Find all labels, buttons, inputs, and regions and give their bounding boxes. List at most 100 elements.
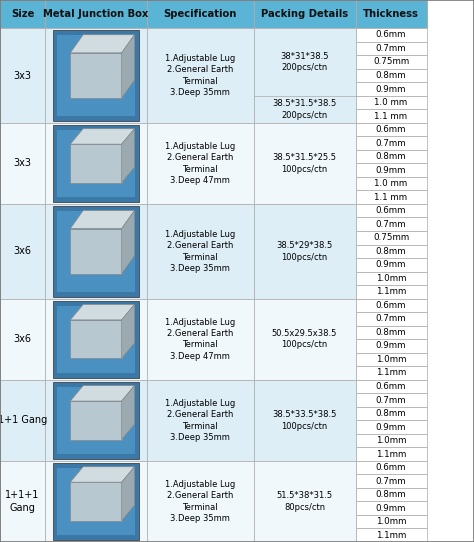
Text: 38.5*29*38.5
100pcs/ctn: 38.5*29*38.5 100pcs/ctn (276, 241, 333, 261)
Bar (356, 163, 427, 177)
Bar (0, 380, 45, 461)
Polygon shape (70, 467, 135, 482)
Bar (57, 306, 135, 373)
Text: 38.5*31.5*25.5
100pcs/ctn: 38.5*31.5*25.5 100pcs/ctn (273, 153, 337, 173)
Text: 50.5x29.5x38.5
100pcs/ctn: 50.5x29.5x38.5 100pcs/ctn (272, 329, 337, 350)
Bar (57, 130, 135, 197)
Bar (254, 299, 356, 380)
Bar (70, 53, 122, 98)
Bar (45, 28, 147, 123)
Bar (0, 299, 45, 380)
Bar (356, 204, 427, 217)
Text: 0.6mm: 0.6mm (376, 463, 406, 472)
Bar (356, 231, 427, 244)
Bar (147, 299, 254, 380)
Text: 38*31*38.5
200pcs/ctn: 38*31*38.5 200pcs/ctn (280, 52, 329, 72)
Text: 0.7mm: 0.7mm (376, 476, 406, 486)
Bar (356, 380, 427, 393)
Text: 0.8mm: 0.8mm (376, 152, 406, 161)
Bar (45, 461, 147, 542)
Bar (356, 528, 427, 542)
Bar (356, 420, 427, 434)
Text: 1.1mm: 1.1mm (376, 531, 406, 540)
Bar (57, 386, 135, 454)
Text: 0.9mm: 0.9mm (376, 423, 406, 431)
Text: 1.0 mm: 1.0 mm (374, 98, 408, 107)
Bar (356, 190, 427, 204)
Text: 0.7mm: 0.7mm (376, 396, 406, 404)
Bar (356, 393, 427, 407)
Text: 0.9mm: 0.9mm (376, 166, 406, 175)
Text: 1.0mm: 1.0mm (376, 274, 406, 283)
Text: 0.8mm: 0.8mm (376, 71, 406, 80)
Polygon shape (122, 210, 135, 274)
Bar (147, 380, 254, 461)
Bar (356, 461, 427, 474)
Text: 0.8mm: 0.8mm (376, 490, 406, 499)
Text: 0.7mm: 0.7mm (376, 139, 406, 147)
Bar (254, 28, 356, 123)
Bar (356, 28, 427, 42)
Bar (356, 501, 427, 515)
Text: 0.9mm: 0.9mm (376, 260, 406, 269)
Bar (254, 123, 356, 204)
Text: Metal Junction Box: Metal Junction Box (43, 9, 149, 19)
Bar (147, 28, 254, 123)
Text: Size: Size (11, 9, 34, 19)
Text: 1+1+1
Gang: 1+1+1 Gang (5, 490, 40, 513)
Bar (0, 123, 45, 204)
Bar (0, 204, 45, 299)
Bar (356, 109, 427, 123)
Text: 0.7mm: 0.7mm (376, 220, 406, 229)
Bar (356, 150, 427, 163)
Polygon shape (70, 305, 135, 320)
Bar (53, 206, 139, 296)
Bar (356, 217, 427, 231)
Bar (53, 463, 139, 540)
Text: 0.6mm: 0.6mm (376, 382, 406, 391)
Text: 0.75mm: 0.75mm (373, 233, 409, 242)
Bar (53, 382, 139, 459)
Bar (356, 42, 427, 55)
Bar (356, 244, 427, 258)
Text: 1.1 mm: 1.1 mm (374, 193, 408, 202)
Bar (45, 299, 147, 380)
Text: Packing Details: Packing Details (261, 9, 348, 19)
Text: 1.1mm: 1.1mm (376, 369, 406, 377)
Bar (356, 312, 427, 326)
Bar (57, 211, 135, 292)
Bar (356, 447, 427, 461)
Bar (356, 407, 427, 420)
Bar (70, 144, 122, 183)
Text: 1.Adjustable Lug
2.General Earth
Terminal
3.Deep 47mm: 1.Adjustable Lug 2.General Earth Termina… (165, 318, 236, 361)
Polygon shape (122, 35, 135, 98)
Bar (356, 55, 427, 69)
Bar (356, 488, 427, 501)
Text: 3x3: 3x3 (14, 70, 31, 81)
Text: 1.Adjustable Lug
2.General Earth
Terminal
3.Deep 35mm: 1.Adjustable Lug 2.General Earth Termina… (165, 230, 236, 273)
Text: 0.6mm: 0.6mm (376, 206, 406, 215)
Bar (254, 461, 356, 542)
Bar (0, 461, 45, 542)
Polygon shape (70, 385, 135, 401)
Bar (356, 177, 427, 190)
Text: 0.6mm: 0.6mm (376, 125, 406, 134)
Polygon shape (122, 305, 135, 358)
Bar (356, 137, 427, 150)
Text: Thickness: Thickness (363, 9, 419, 19)
Bar (356, 299, 427, 312)
Bar (45, 123, 147, 204)
Text: 0.8mm: 0.8mm (376, 247, 406, 256)
Bar (57, 35, 135, 116)
Text: 1.0mm: 1.0mm (376, 436, 406, 445)
Text: 1.1mm: 1.1mm (376, 287, 406, 296)
Text: 0.8mm: 0.8mm (376, 328, 406, 337)
Polygon shape (122, 385, 135, 440)
Text: 1.Adjustable Lug
2.General Earth
Terminal
3.Deep 35mm: 1.Adjustable Lug 2.General Earth Termina… (165, 54, 236, 97)
Polygon shape (70, 210, 135, 229)
Bar (356, 258, 427, 272)
Bar (356, 285, 427, 299)
Text: 1.1mm: 1.1mm (376, 450, 406, 459)
Bar (53, 125, 139, 202)
Text: 0.9mm: 0.9mm (376, 85, 406, 94)
